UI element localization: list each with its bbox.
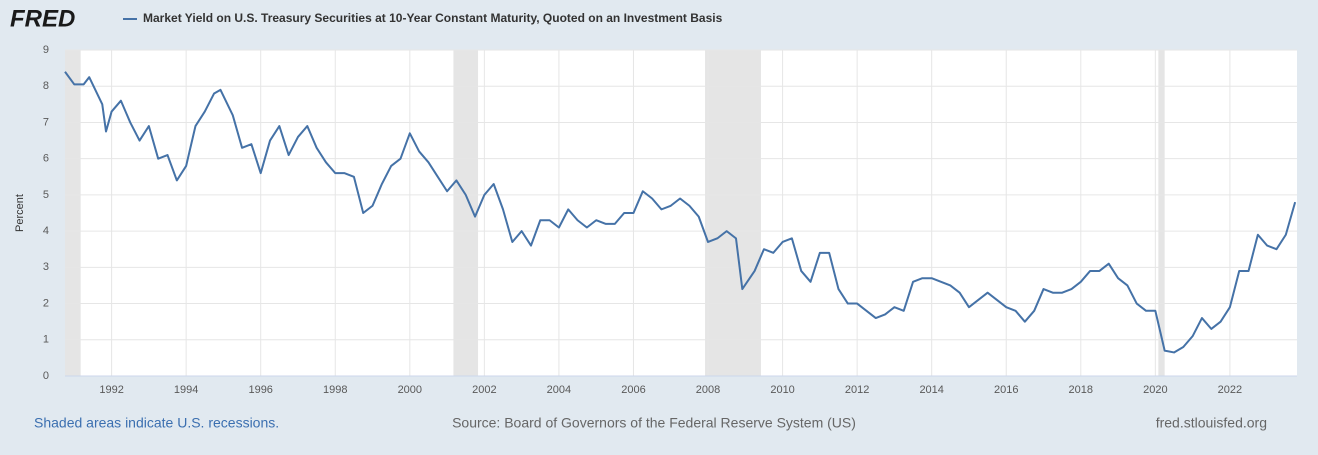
footer-left[interactable]: Shaded areas indicate U.S. recessions. xyxy=(34,415,279,431)
series-line xyxy=(64,71,1297,354)
recession-band xyxy=(1158,50,1165,376)
legend-label: Market Yield on U.S. Treasury Securities… xyxy=(143,11,723,25)
y-tick-label: 0 xyxy=(43,370,49,382)
logo: FRED xyxy=(10,5,75,32)
x-tick-label: 2018 xyxy=(1069,384,1093,396)
y-tick-label: 5 xyxy=(43,189,49,201)
x-tick-label: 1998 xyxy=(323,384,347,396)
y-tick-label: 9 xyxy=(43,44,49,56)
y-tick-label: 6 xyxy=(43,153,49,165)
y-axis-label: Percent xyxy=(14,194,26,232)
y-tick-label: 8 xyxy=(43,80,49,92)
recession-band xyxy=(65,50,81,376)
x-tick-label: 2002 xyxy=(472,384,496,396)
plot-area xyxy=(65,50,1297,376)
x-tick-label: 2012 xyxy=(845,384,869,396)
y-tick-label: 7 xyxy=(43,116,49,128)
x-tick-label: 1996 xyxy=(248,384,272,396)
x-tick-label: 2004 xyxy=(547,384,571,396)
footer-center: Source: Board of Governors of the Federa… xyxy=(452,415,856,431)
recession-band xyxy=(705,50,761,376)
x-tick-label: 1992 xyxy=(99,384,123,396)
x-tick-label: 2008 xyxy=(696,384,720,396)
x-tick-label: 2016 xyxy=(994,384,1018,396)
x-tick-label: 1994 xyxy=(174,384,198,396)
footer-right[interactable]: fred.stlouisfed.org xyxy=(1156,415,1267,431)
x-tick-label: 2020 xyxy=(1143,384,1167,396)
y-tick-label: 3 xyxy=(43,261,49,273)
x-tick-label: 2000 xyxy=(398,384,422,396)
x-tick-label: 2006 xyxy=(621,384,645,396)
x-tick-label: 2010 xyxy=(770,384,794,396)
y-tick-label: 1 xyxy=(43,334,49,346)
x-tick-label: 2022 xyxy=(1218,384,1242,396)
y-tick-label: 2 xyxy=(43,297,49,309)
y-tick-label: 4 xyxy=(43,225,49,237)
x-tick-label: 2014 xyxy=(919,384,943,396)
